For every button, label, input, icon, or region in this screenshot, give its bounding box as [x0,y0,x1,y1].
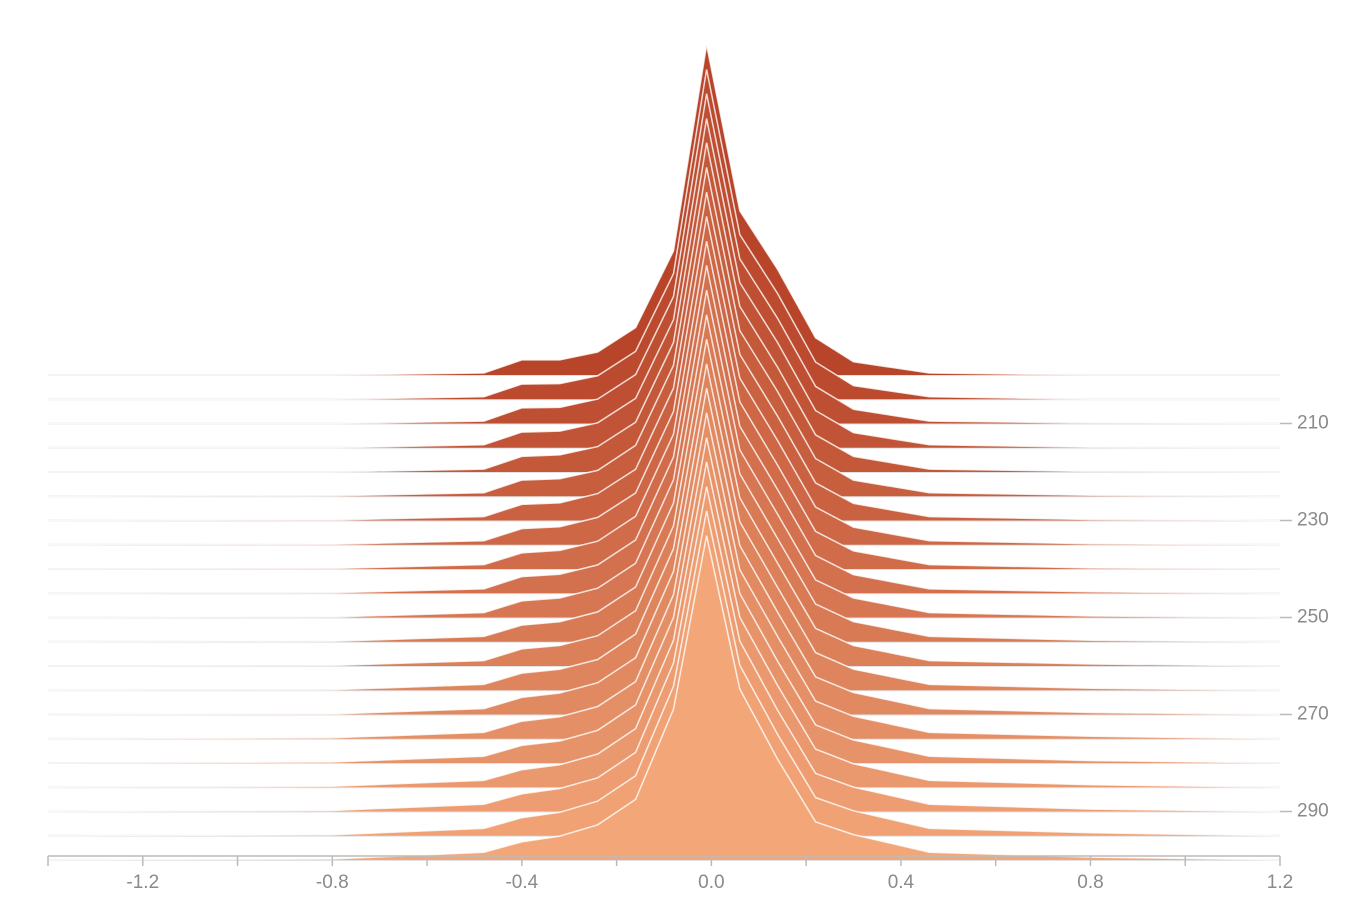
ridge-outline [48,44,1280,376]
ridge-outline [47,412,1281,740]
x-tick-label: 0.8 [1077,872,1103,893]
ridge-outline [47,486,1281,813]
ridge-outline [47,338,1281,667]
ridge-outline [47,192,1281,522]
x-tick-label: -1.2 [126,872,159,893]
ridge-outline [47,387,1281,716]
ridge-outline [47,363,1281,692]
ridge-outline [47,535,1281,861]
ridge-outline [48,118,1281,449]
y-tick-label: 290 [1297,801,1329,822]
y-tick-label: 210 [1297,413,1329,434]
x-tick-label: 0.4 [888,872,915,893]
y-tick-label: 230 [1297,510,1329,531]
ridge-outline [47,216,1281,546]
ridge-outline [47,314,1281,643]
ridge-outline [47,167,1281,498]
ridge-outline [47,241,1281,570]
ridge-outline [48,69,1280,401]
y-tick-label: 250 [1297,607,1329,628]
x-tick-label: -0.8 [316,872,349,893]
ridge-outline [47,265,1281,595]
ridge-outline [47,510,1281,837]
ridge-outline [47,461,1281,789]
x-tick-label: 1.2 [1267,872,1293,893]
ridge-outline [47,290,1281,619]
ridge-outline [48,93,1281,425]
y-tick-label: 270 [1297,704,1329,725]
ridge-area [48,535,1280,860]
ridge-outline [47,437,1281,764]
x-tick-label: -0.4 [505,872,538,893]
ridge-outline [48,142,1281,473]
x-tick-label: 0.0 [698,872,724,893]
